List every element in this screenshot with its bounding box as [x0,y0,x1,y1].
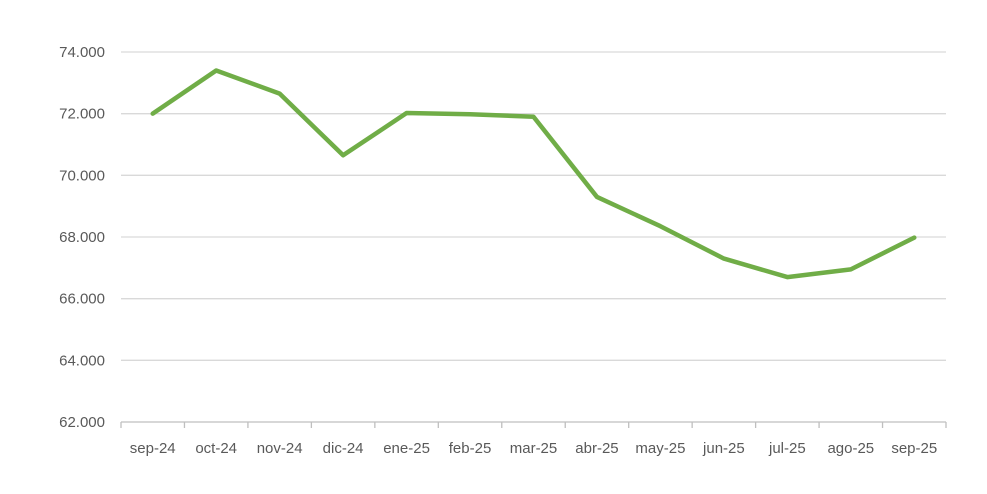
x-tick-label: nov-24 [257,440,303,457]
x-tick-label: ago-25 [827,440,874,457]
x-tick-label: may-25 [635,440,685,457]
y-tick-label: 72.000 [59,106,105,123]
y-tick-label: 66.000 [59,291,105,308]
x-tick-label: jun-25 [702,440,745,457]
x-tick-label: mar-25 [510,440,558,457]
x-tick-label: ene-25 [383,440,430,457]
y-tick-label: 68.000 [59,229,105,246]
y-tick-label: 74.000 [59,44,105,61]
x-tick-label: dic-24 [323,440,364,457]
x-tick-label: oct-24 [195,440,237,457]
x-tick-label: abr-25 [575,440,618,457]
x-tick-label: feb-25 [449,440,492,457]
x-tick-label: jul-25 [768,440,806,457]
x-tick-label: sep-25 [891,440,937,457]
y-tick-label: 64.000 [59,352,105,369]
y-tick-label: 62.000 [59,414,105,431]
x-tick-label: sep-24 [130,440,176,457]
y-tick-label: 70.000 [59,167,105,184]
series-line [150,68,917,280]
